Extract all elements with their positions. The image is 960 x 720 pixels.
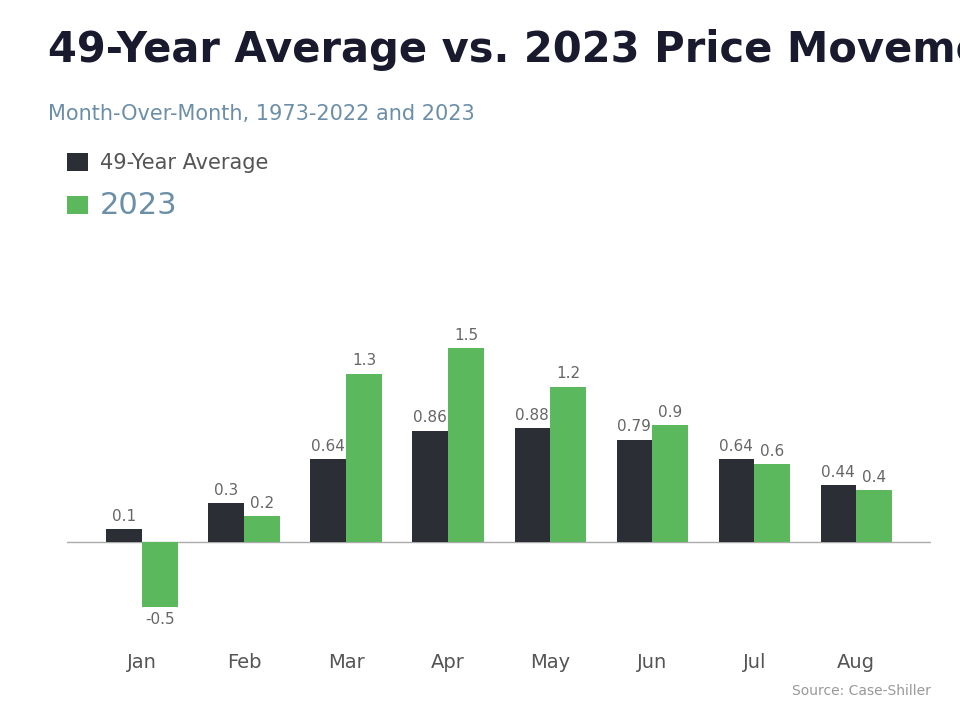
Text: 0.64: 0.64: [719, 439, 754, 454]
Bar: [755, 464, 790, 542]
Bar: [142, 542, 178, 606]
Bar: [821, 485, 856, 542]
Bar: [718, 459, 755, 542]
Bar: [616, 440, 652, 542]
Text: Source: Case-Shiller: Source: Case-Shiller: [792, 685, 931, 698]
Text: 0.1: 0.1: [112, 509, 136, 523]
Text: -0.5: -0.5: [145, 612, 175, 626]
Bar: [347, 374, 382, 542]
Text: 0.79: 0.79: [617, 420, 651, 434]
Bar: [515, 428, 550, 542]
Bar: [244, 516, 280, 542]
Text: 0.86: 0.86: [414, 410, 447, 426]
Bar: [448, 348, 484, 542]
Bar: [208, 503, 244, 542]
Bar: [550, 387, 586, 542]
Text: 1.2: 1.2: [556, 366, 580, 382]
Text: 0.6: 0.6: [760, 444, 784, 459]
Text: 49-Year Average vs. 2023 Price Movement: 49-Year Average vs. 2023 Price Movement: [48, 29, 960, 71]
Text: 2023: 2023: [100, 192, 178, 220]
Text: 0.44: 0.44: [822, 464, 855, 480]
Text: 0.2: 0.2: [250, 496, 275, 510]
Bar: [310, 459, 347, 542]
Text: 0.3: 0.3: [214, 483, 238, 498]
Text: 0.64: 0.64: [311, 439, 346, 454]
Text: 1.3: 1.3: [352, 354, 376, 369]
Bar: [652, 426, 688, 542]
Text: 49-Year Average: 49-Year Average: [100, 153, 268, 173]
Text: 0.4: 0.4: [862, 470, 886, 485]
Text: 0.88: 0.88: [516, 408, 549, 423]
Bar: [107, 529, 142, 542]
Bar: [413, 431, 448, 542]
Text: 1.5: 1.5: [454, 328, 478, 343]
Text: 0.9: 0.9: [658, 405, 683, 420]
Bar: [856, 490, 892, 542]
Text: Month-Over-Month, 1973-2022 and 2023: Month-Over-Month, 1973-2022 and 2023: [48, 104, 475, 125]
